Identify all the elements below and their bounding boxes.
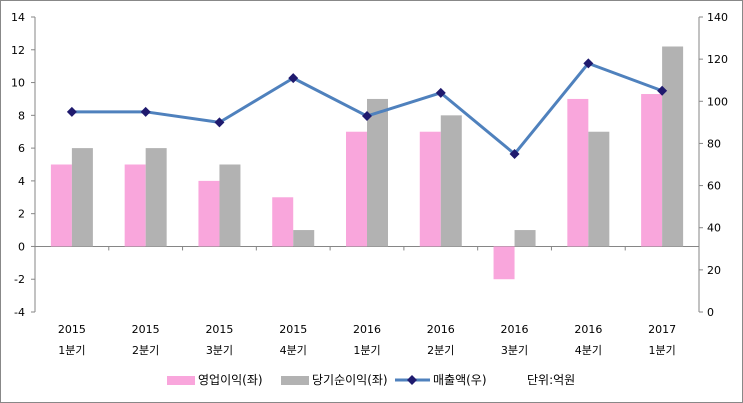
left-tick-label: 12 bbox=[11, 44, 25, 57]
legend-label-operating-profit: 영업이익(좌) bbox=[198, 373, 263, 387]
x-tick-label-quarter: 4분기 bbox=[280, 344, 307, 357]
x-tick-label-year: 2016 bbox=[427, 323, 455, 336]
bar-net-income bbox=[662, 46, 684, 247]
legend-label-revenue: 매출액(우) bbox=[433, 373, 487, 387]
x-tick-label-year: 2017 bbox=[648, 323, 676, 336]
revenue-marker bbox=[288, 73, 299, 84]
right-tick-label: 100 bbox=[707, 95, 728, 108]
revenue-marker bbox=[66, 106, 77, 117]
x-tick-label-quarter: 1분기 bbox=[648, 344, 675, 357]
x-tick-label-year: 2015 bbox=[58, 323, 86, 336]
bar-net-income bbox=[145, 148, 167, 247]
bar-operating-profit bbox=[198, 180, 220, 247]
x-tick-label-year: 2016 bbox=[501, 323, 529, 336]
bar-operating-profit bbox=[567, 98, 589, 247]
right-tick-label: 140 bbox=[707, 11, 728, 24]
legend-swatch-net-income bbox=[281, 376, 309, 385]
revenue-marker bbox=[362, 111, 372, 122]
x-tick-label-quarter: 1분기 bbox=[58, 344, 85, 357]
bar-operating-profit bbox=[346, 131, 367, 247]
bar-net-income bbox=[71, 148, 93, 247]
x-tick-label-quarter: 1분기 bbox=[353, 344, 380, 357]
revenue-marker bbox=[435, 87, 446, 98]
legend-unit-note: 단위:억원 bbox=[527, 373, 575, 387]
x-tick-label-quarter: 2분기 bbox=[132, 344, 159, 357]
right-tick-label: 80 bbox=[707, 137, 721, 150]
bar-operating-profit bbox=[124, 164, 146, 247]
left-tick-label: -4 bbox=[14, 306, 25, 319]
left-tick-label: -2 bbox=[14, 273, 25, 286]
bar-operating-profit bbox=[50, 164, 72, 247]
revenue-marker bbox=[583, 58, 594, 69]
left-tick-label: 0 bbox=[18, 240, 25, 253]
left-tick-label: 14 bbox=[11, 11, 25, 24]
x-tick-label-year: 2015 bbox=[132, 323, 160, 336]
bar-net-income bbox=[588, 131, 610, 247]
x-tick-label-year: 2016 bbox=[574, 323, 602, 336]
bar-net-income bbox=[367, 98, 388, 247]
left-tick-label: 6 bbox=[18, 142, 25, 155]
left-tick-label: 4 bbox=[18, 175, 25, 188]
bar-net-income bbox=[440, 115, 462, 247]
right-tick-label: 60 bbox=[707, 180, 721, 193]
legend-swatch-operating-profit bbox=[167, 376, 195, 385]
x-tick-label-quarter: 2분기 bbox=[427, 344, 454, 357]
bar-net-income bbox=[514, 230, 536, 247]
revenue-marker bbox=[657, 85, 668, 96]
left-tick-label: 10 bbox=[11, 77, 25, 90]
right-tick-label: 120 bbox=[707, 53, 728, 66]
bar-net-income bbox=[219, 164, 241, 247]
left-tick-label: 8 bbox=[18, 109, 25, 122]
bar-operating-profit bbox=[272, 197, 294, 247]
revenue-marker bbox=[509, 148, 520, 159]
x-tick-label-quarter: 3분기 bbox=[206, 344, 233, 357]
right-tick-label: 40 bbox=[707, 222, 721, 235]
legend-label-net-income: 당기순이익(좌) bbox=[312, 373, 388, 387]
bar-net-income bbox=[293, 230, 315, 247]
bar-operating-profit bbox=[419, 131, 441, 247]
bar-operating-profit bbox=[493, 246, 515, 280]
right-tick-label: 0 bbox=[707, 306, 714, 319]
x-tick-label-year: 2015 bbox=[279, 323, 307, 336]
bar-operating-profit bbox=[641, 94, 663, 247]
revenue-marker bbox=[140, 106, 151, 117]
x-tick-label-quarter: 4분기 bbox=[575, 344, 602, 357]
x-tick-label-year: 2016 bbox=[353, 323, 381, 336]
x-tick-label-year: 2015 bbox=[205, 323, 233, 336]
revenue-marker bbox=[214, 117, 225, 128]
right-tick-label: 20 bbox=[707, 264, 721, 277]
left-tick-label: 2 bbox=[18, 208, 25, 221]
x-tick-label-quarter: 3분기 bbox=[501, 344, 528, 357]
legend-swatch-revenue-marker bbox=[407, 375, 417, 385]
